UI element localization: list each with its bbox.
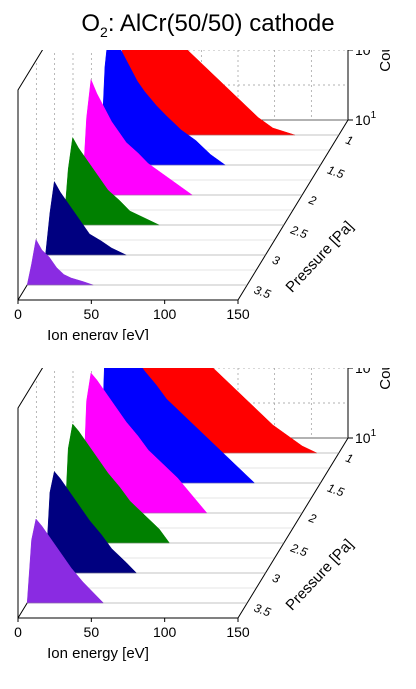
z-axis-label: Count rate [cts/s] xyxy=(377,50,394,72)
pressure-tick-label: 2 xyxy=(306,510,318,526)
x-tick-label: 0 xyxy=(14,306,22,322)
pressure-tick-label: 1.5 xyxy=(325,163,346,182)
series-area-p2.5 xyxy=(63,423,170,544)
z-tick-label: 103 xyxy=(355,368,377,376)
pressure-tick-label: 1.5 xyxy=(325,481,346,500)
pressure-tick-label: 1 xyxy=(344,451,355,466)
pressure-tick-label: 3 xyxy=(270,571,281,587)
x-axis-label: Ion energy [eV] xyxy=(47,327,149,340)
series-area-p2 xyxy=(81,372,208,514)
pressure-tick-label: 3 xyxy=(270,253,281,269)
x-tick-label: 50 xyxy=(84,306,100,322)
floor-edge xyxy=(237,119,349,301)
x-tick-label: 100 xyxy=(153,306,177,322)
x-tick-label: 150 xyxy=(226,624,250,640)
series-area-p2 xyxy=(81,78,193,196)
series-area-p3 xyxy=(45,180,127,256)
x-tick-label: 50 xyxy=(84,624,100,640)
series-area-p3.5 xyxy=(26,518,105,604)
x-tick-label: 0 xyxy=(14,624,22,640)
pressure-tick-label: 1 xyxy=(344,133,355,148)
z-tick-label: 101 xyxy=(355,110,377,128)
series-area-p3.5 xyxy=(26,238,94,286)
pressure-tick-label: 2.5 xyxy=(288,540,310,559)
series-area-p2.5 xyxy=(63,136,160,226)
series-area-p1.5 xyxy=(100,50,226,166)
x-axis-label: Ion energy [eV] xyxy=(47,645,149,662)
z-axis-label: Count rate [cts/s] xyxy=(377,368,394,390)
x-tick-label: 100 xyxy=(153,624,177,640)
chart-title: O2: AlCr(50/50) cathode xyxy=(81,10,335,40)
pressure-tick-label: 2.5 xyxy=(288,222,310,241)
pressure-tick-label: 3.5 xyxy=(252,601,273,620)
pressure-tick-label: 2 xyxy=(306,192,318,208)
series-area-p3 xyxy=(45,470,138,574)
z-tick-label: 103 xyxy=(355,50,377,58)
pressure-tick-label: 3.5 xyxy=(252,283,273,302)
floor-edge xyxy=(237,437,349,619)
x-tick-label: 150 xyxy=(226,306,250,322)
z-tick-label: 101 xyxy=(355,428,377,446)
